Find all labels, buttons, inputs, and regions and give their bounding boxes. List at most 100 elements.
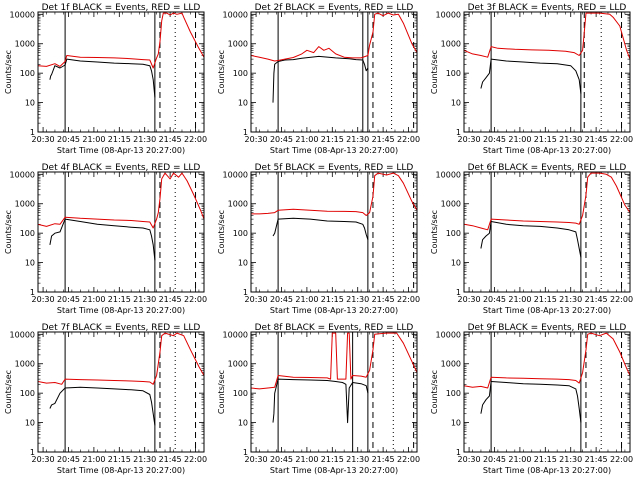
- detector-panel-7: Det 7f BLACK = Events, RED = LLD Counts/s…: [4, 323, 207, 475]
- x-tick-label: 21:00: [82, 455, 105, 464]
- y-tick-label: 1: [456, 288, 461, 297]
- x-tick-label: 21:30: [559, 455, 582, 464]
- plot-area: [464, 12, 630, 132]
- x-tick-label: 20:45: [57, 295, 80, 304]
- series-line-lld: [251, 172, 417, 216]
- x-tick-label: 20:30: [32, 455, 55, 464]
- x-tick-label: 21:30: [133, 135, 156, 144]
- x-tick-label: 22:00: [610, 455, 633, 464]
- x-tick-label: 21:00: [508, 455, 531, 464]
- plot-area: [464, 172, 630, 292]
- y-tick-label: 10000: [10, 170, 35, 179]
- panel-title: Det 6f BLACK = Events, RED = LLD: [468, 163, 627, 173]
- y-tick-label: 1: [30, 128, 35, 137]
- y-tick-label: 10000: [436, 170, 461, 179]
- plot-frame: [250, 11, 418, 133]
- x-axis-label: Start Time (08-Apr-13 20:27:00): [483, 146, 611, 155]
- panel-title: Det 4f BLACK = Events, RED = LLD: [42, 163, 201, 173]
- plot-area: [38, 332, 204, 452]
- x-axis-label: Start Time (08-Apr-13 20:27:00): [270, 466, 398, 475]
- y-tick-label: 100: [20, 69, 35, 78]
- x-tick-label: 20:30: [458, 455, 481, 464]
- y-tick-label: 100: [233, 69, 248, 78]
- y-tick-label: 1000: [441, 360, 461, 369]
- x-tick-label: 21:45: [585, 295, 608, 304]
- series-line-events: [49, 218, 156, 261]
- x-tick-label: 21:30: [346, 135, 369, 144]
- series-line-events: [272, 55, 369, 103]
- detector-panel-8: Det 8f BLACK = Events, RED = LLD Counts/s…: [217, 323, 420, 475]
- series-line-events: [49, 386, 156, 426]
- y-tick-label: 1000: [228, 360, 248, 369]
- y-tick-label: 1000: [441, 200, 461, 209]
- plot-frame: [250, 331, 418, 453]
- detector-panel-3: Det 3f BLACK = Events, RED = LLD Counts/s…: [430, 3, 633, 155]
- x-tick-label: 21:30: [559, 135, 582, 144]
- y-tick-label: 1000: [15, 200, 35, 209]
- y-tick-label: 1000: [441, 40, 461, 49]
- detector-panel-4: Det 4f BLACK = Events, RED = LLD Counts/s…: [4, 163, 207, 315]
- x-tick-label: 21:45: [585, 135, 608, 144]
- y-tick-label: 1: [243, 448, 248, 457]
- series-line-lld: [464, 172, 630, 231]
- x-tick-label: 21:45: [159, 295, 182, 304]
- y-axis-label: Counts/sec: [4, 210, 13, 254]
- series-line-lld: [38, 172, 204, 229]
- series-line-events: [480, 381, 582, 423]
- y-tick-label: 1000: [15, 360, 35, 369]
- y-tick-label: 10000: [10, 10, 35, 19]
- detector-panel-9: Det 9f BLACK = Events, RED = LLD Counts/s…: [430, 323, 633, 475]
- series-line-lld: [251, 12, 417, 62]
- x-tick-label: 21:15: [321, 455, 344, 464]
- y-tick-label: 1000: [15, 40, 35, 49]
- x-tick-label: 21:00: [295, 135, 318, 144]
- plot-frame: [37, 331, 205, 453]
- x-tick-label: 20:30: [458, 135, 481, 144]
- y-tick-label: 1: [243, 128, 248, 137]
- x-tick-label: 20:45: [483, 135, 506, 144]
- x-tick-label: 21:00: [82, 135, 105, 144]
- series-line-lld: [38, 12, 204, 69]
- y-tick-label: 1: [456, 448, 461, 457]
- x-tick-label: 21:15: [108, 295, 131, 304]
- y-tick-label: 100: [446, 69, 461, 78]
- series-line-events: [480, 221, 582, 258]
- panel-title: Det 1f BLACK = Events, RED = LLD: [42, 3, 201, 13]
- x-tick-label: 21:15: [108, 135, 131, 144]
- x-tick-label: 21:30: [133, 455, 156, 464]
- y-axis-label: Counts/sec: [430, 50, 439, 94]
- series-line-events: [49, 58, 156, 98]
- series-line-lld: [464, 12, 630, 60]
- x-tick-label: 22:00: [184, 455, 207, 464]
- x-tick-label: 21:45: [372, 455, 395, 464]
- x-tick-label: 20:30: [32, 295, 55, 304]
- x-tick-label: 22:00: [184, 295, 207, 304]
- plot-area: [251, 12, 417, 132]
- x-axis-label: Start Time (08-Apr-13 20:27:00): [270, 146, 398, 155]
- x-tick-label: 21:15: [534, 295, 557, 304]
- x-tick-label: 21:15: [534, 135, 557, 144]
- x-tick-label: 21:15: [108, 455, 131, 464]
- x-tick-label: 20:30: [32, 135, 55, 144]
- x-tick-label: 20:45: [270, 135, 293, 144]
- y-tick-label: 10: [451, 99, 461, 108]
- y-tick-label: 10: [451, 419, 461, 428]
- plot-area: [251, 172, 417, 292]
- y-tick-label: 1000: [228, 200, 248, 209]
- y-axis-label: Counts/sec: [430, 370, 439, 414]
- x-tick-label: 20:45: [57, 135, 80, 144]
- series-line-lld: [251, 332, 417, 390]
- x-tick-label: 21:00: [82, 295, 105, 304]
- x-tick-label: 22:00: [184, 135, 207, 144]
- y-tick-label: 100: [233, 229, 248, 238]
- y-tick-label: 10: [238, 259, 248, 268]
- x-tick-label: 20:45: [483, 455, 506, 464]
- x-tick-label: 21:00: [295, 295, 318, 304]
- x-tick-label: 21:15: [321, 135, 344, 144]
- y-axis-label: Counts/sec: [217, 50, 226, 94]
- x-tick-label: 22:00: [397, 455, 420, 464]
- y-tick-label: 10: [25, 419, 35, 428]
- x-axis-label: Start Time (08-Apr-13 20:27:00): [57, 306, 185, 315]
- y-tick-label: 10: [238, 419, 248, 428]
- panel-title: Det 5f BLACK = Events, RED = LLD: [255, 163, 414, 173]
